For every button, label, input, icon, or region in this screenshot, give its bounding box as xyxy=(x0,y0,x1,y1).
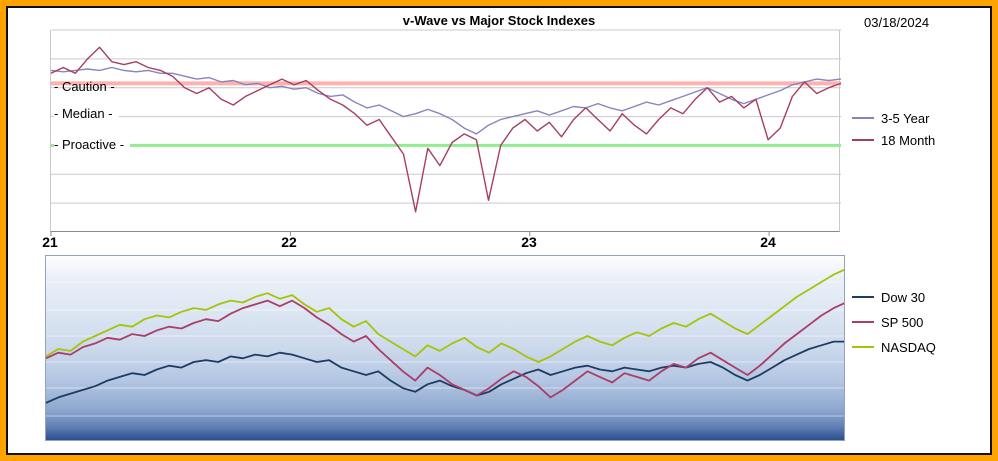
sp-500-line-swatch xyxy=(852,321,874,323)
legend-label-sp-500: SP 500 xyxy=(881,314,924,330)
legend-label-3-5-year: 3-5 Year xyxy=(881,110,930,126)
legend-item-3-5-year: 3-5 Year xyxy=(852,109,929,127)
legend-item-18-month: 18 Month xyxy=(852,131,935,149)
vwave-chart-plot xyxy=(50,29,842,236)
legend-item-dow-30: Dow 30 xyxy=(852,288,925,306)
18-month-line-swatch xyxy=(852,139,874,141)
3-5-year-line-swatch xyxy=(852,117,874,119)
dow-30-line-swatch xyxy=(852,296,874,298)
chart-canvas: v-Wave vs Major Stock Indexes 03/18/2024… xyxy=(6,6,992,455)
legend-label-dow-30: Dow 30 xyxy=(881,289,926,305)
legend-label-nasdaq: NASDAQ xyxy=(881,339,936,355)
caution-line-label: - Caution - xyxy=(54,79,115,94)
median-line-label: - Median - xyxy=(54,106,119,122)
nasdaq-line-swatch xyxy=(852,346,874,348)
legend-item-nasdaq: NASDAQ xyxy=(852,338,936,356)
date-label: 03/18/2024 xyxy=(864,15,930,30)
page-title: v-Wave vs Major Stock Indexes xyxy=(402,13,596,28)
x-axis-tick-22: 22 xyxy=(281,234,297,250)
legend-label-18-month: 18 Month xyxy=(881,132,936,148)
x-axis-tick-23: 23 xyxy=(521,234,537,250)
legend-item-sp-500: SP 500 xyxy=(852,313,923,331)
stock-indexes-chart-plot xyxy=(45,255,845,441)
x-axis-tick-24: 24 xyxy=(760,234,776,250)
proactive-line-label: - Proactive - xyxy=(54,137,131,153)
x-axis-tick-21: 21 xyxy=(42,234,58,250)
